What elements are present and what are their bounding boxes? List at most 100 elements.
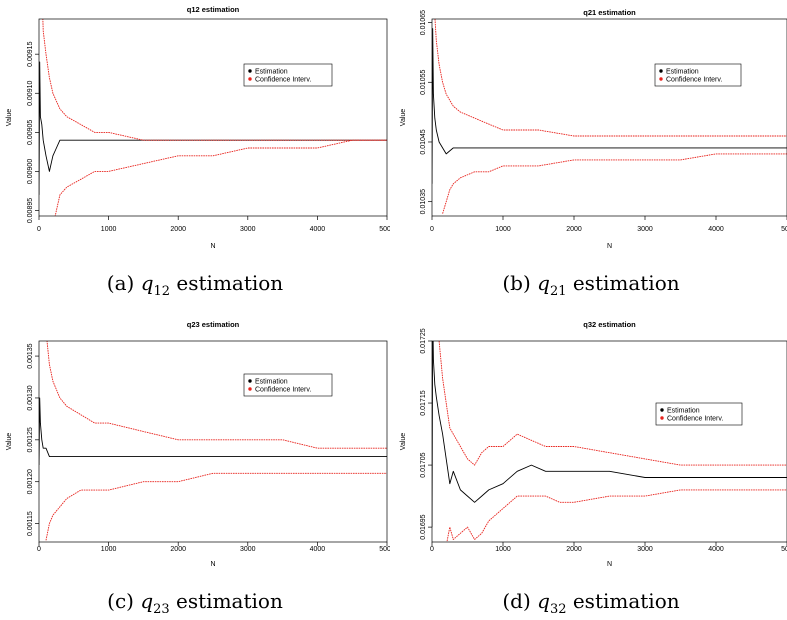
series-line-2 <box>442 153 787 214</box>
y-tick-label: 0.01695 <box>420 514 427 539</box>
chart-q21: q21 estimation 0 1000 2000 3000 4000 500 0.0103… <box>400 8 787 250</box>
x-axis-label: N <box>210 243 215 250</box>
legend-marker <box>248 77 252 81</box>
legend-label: Estimation <box>667 407 700 414</box>
legend-box <box>243 373 333 397</box>
series-line-0 <box>39 397 387 466</box>
legend-marker <box>660 408 664 412</box>
series-group <box>432 19 787 214</box>
legend-label: Estimation <box>666 68 699 75</box>
x-tick-label: 3000 <box>637 226 653 233</box>
y-tick-label: 0.01045 <box>420 129 427 154</box>
y-tick-label: 0.01035 <box>420 189 427 214</box>
x-tick-label: 3000 <box>637 546 653 553</box>
caption-q21: (b) q21 estimation <box>502 271 680 299</box>
legend-label: Confidence Interv. <box>255 386 311 393</box>
series-group <box>39 341 387 541</box>
y-tick-label: 0.01725 <box>420 328 427 353</box>
legend-marker <box>660 416 664 420</box>
series-line-2 <box>54 139 387 216</box>
series-line-2 <box>45 472 387 541</box>
x-axis-label: N <box>607 243 612 250</box>
legend-marker <box>248 69 252 73</box>
y-tick-label: 0.01055 <box>420 70 427 95</box>
x-tick-label: 0 <box>37 546 41 553</box>
series-group <box>432 341 787 542</box>
legend-label: Estimation <box>255 68 288 75</box>
legend-label: Confidence Interv. <box>666 76 722 83</box>
y-tick-label: 0.01715 <box>420 390 427 415</box>
y-tick-label: 0.01065 <box>420 10 427 35</box>
legend-marker <box>248 379 252 383</box>
series-line-0 <box>432 28 787 184</box>
y-tick-label: 0.00915 <box>27 41 34 66</box>
y-tick-label: 0.00895 <box>27 198 34 223</box>
series-line-0 <box>432 341 787 528</box>
chart-title: q21 estimation <box>583 8 636 17</box>
y-axis-label: Value <box>400 109 407 126</box>
chart-panel-q32: q32 estimation 0 1000 2000 3000 4000 500 0.0169… <box>395 313 787 620</box>
series-line-1 <box>42 19 387 141</box>
x-tick-label: 2000 <box>566 226 582 233</box>
series-line-1 <box>434 19 787 137</box>
chart-panel-q21: q21 estimation 0 1000 2000 3000 4000 500 0.0103… <box>395 0 787 300</box>
y-axis-label: Value <box>6 109 13 126</box>
y-tick-label: 0.01705 <box>420 452 427 477</box>
plot-frame <box>431 18 787 217</box>
legend-box <box>654 63 742 87</box>
legend-label: Confidence Interv. <box>667 415 723 422</box>
x-tick-label: 500 <box>781 546 787 553</box>
caption-q32: (d) q32 estimation <box>502 589 680 617</box>
x-tick-label: 0 <box>430 546 434 553</box>
chart-title: q23 estimation <box>187 320 240 329</box>
caption-q23: (c) q23 estimation <box>107 589 283 617</box>
plot-frame <box>38 18 388 217</box>
chart-title: q32 estimation <box>583 320 636 329</box>
legend-marker <box>659 69 663 73</box>
chart-q32: q32 estimation 0 1000 2000 3000 4000 500 0.0169… <box>400 320 787 568</box>
x-tick-label: 4000 <box>310 546 326 553</box>
x-tick-label: 3000 <box>240 546 256 553</box>
y-tick-label: 0.00135 <box>27 343 34 368</box>
legend-marker <box>248 387 252 391</box>
x-axis-label: N <box>607 561 612 568</box>
y-tick-label: 0.00115 <box>27 511 34 536</box>
legend-label: Confidence Interv. <box>255 76 311 83</box>
x-tick-label: 2000 <box>170 546 186 553</box>
x-tick-label: 1000 <box>495 546 511 553</box>
x-tick-label: 500 <box>781 226 787 233</box>
y-axis-label: Value <box>6 433 13 450</box>
x-tick-label: 4000 <box>708 226 724 233</box>
x-tick-label: 4000 <box>310 226 326 233</box>
plot-frame <box>38 340 388 543</box>
x-tick-label: 0 <box>430 226 434 233</box>
y-axis-label: Value <box>400 433 407 450</box>
legend-marker <box>659 77 663 81</box>
x-tick-label: 1000 <box>101 546 117 553</box>
y-tick-label: 0.00900 <box>27 159 34 184</box>
x-tick-label: 0 <box>37 226 41 233</box>
legend-box <box>243 63 333 87</box>
x-tick-label: 1000 <box>495 226 511 233</box>
series-group <box>39 19 387 216</box>
x-tick-label: 1000 <box>101 226 117 233</box>
series-line-0 <box>39 61 387 195</box>
x-tick-label: 2000 <box>566 546 582 553</box>
series-line-2 <box>446 489 787 542</box>
y-tick-label: 0.00125 <box>27 427 34 452</box>
x-tick-label: 3000 <box>240 226 256 233</box>
y-tick-label: 0.00910 <box>27 81 34 106</box>
legend-box <box>655 402 743 426</box>
y-tick-label: 0.00905 <box>27 120 34 145</box>
series-line-1 <box>438 341 787 466</box>
